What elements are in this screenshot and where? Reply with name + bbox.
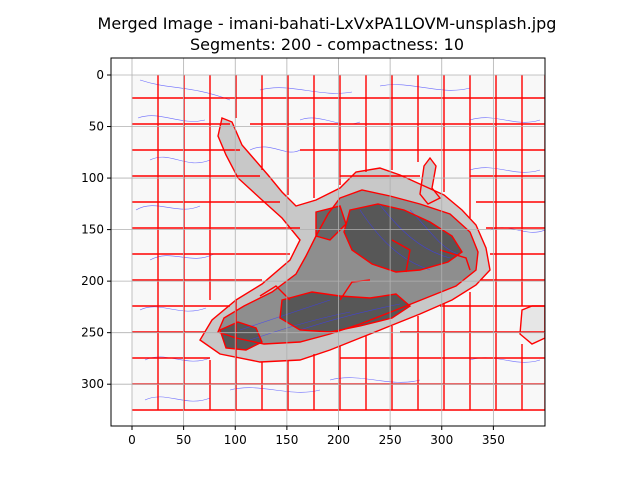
x-tick-label: 100 <box>224 433 247 447</box>
y-tick-label: 100 <box>81 171 104 185</box>
y-tick-label: 200 <box>81 274 104 288</box>
chart-subtitle: Segments: 200 - compactness: 10 <box>190 35 464 54</box>
plot-frame <box>110 57 546 427</box>
x-tick-label: 150 <box>275 433 298 447</box>
x-tick-label: 300 <box>430 433 453 447</box>
object-dark-region <box>220 322 262 350</box>
x-axis: 0 50 100 150 200 250 300 350 <box>128 426 505 447</box>
x-tick-label: 200 <box>327 433 350 447</box>
contour-lines <box>135 79 545 402</box>
y-tick-label: 300 <box>81 377 104 391</box>
y-tick-label: 0 <box>96 68 104 82</box>
object-dark-region <box>280 292 410 332</box>
object-light-region <box>520 306 545 344</box>
y-tick-label: 250 <box>81 326 104 340</box>
object-dark-region <box>344 204 462 272</box>
x-tick-label: 0 <box>128 433 136 447</box>
y-tick-label: 150 <box>81 223 104 237</box>
plot-area: 0 50 100 150 200 250 300 350 0 50 100 150 200 250 300 <box>81 57 546 447</box>
y-tick-label: 50 <box>89 120 104 134</box>
y-axis: 0 50 100 150 200 250 300 <box>81 68 111 391</box>
x-tick-label: 250 <box>379 433 402 447</box>
chart-title: Merged Image - imani-bahati-LxVxPA1LOVM-… <box>98 14 557 33</box>
grid <box>111 58 545 426</box>
x-tick-label: 50 <box>176 433 191 447</box>
x-tick-label: 350 <box>482 433 505 447</box>
